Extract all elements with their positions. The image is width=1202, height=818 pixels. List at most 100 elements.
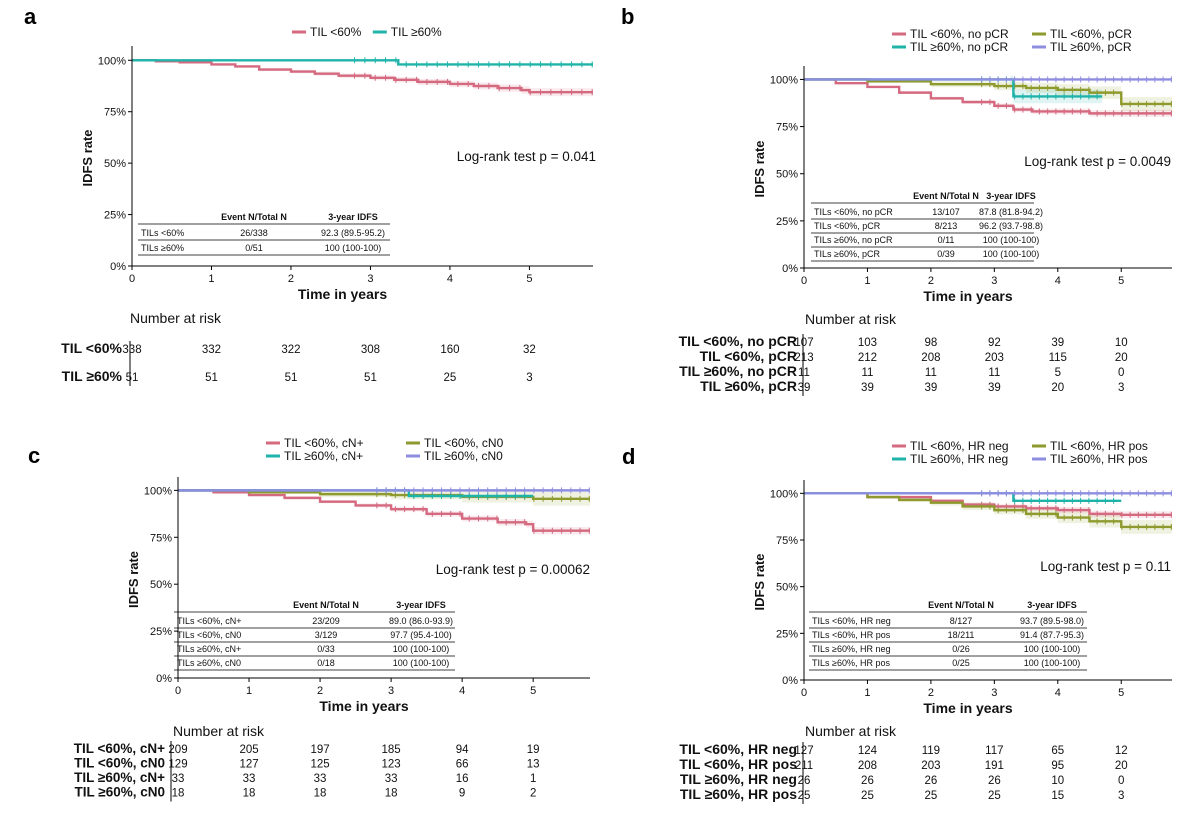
risk-row-label-c: TIL <60%, cN+ bbox=[74, 741, 165, 756]
table-header-b: 3-year IDFS bbox=[986, 191, 1036, 201]
y-tick-label-d: 25% bbox=[776, 628, 798, 640]
x-tick-label-d: 1 bbox=[864, 687, 870, 699]
risk-count-b: 92 bbox=[988, 337, 1001, 349]
panel-letter-c: c bbox=[28, 443, 40, 468]
risk-count-c: 66 bbox=[456, 759, 469, 771]
x-tick-label-a: 1 bbox=[208, 273, 214, 285]
km-curve-c-1 bbox=[178, 489, 590, 501]
risk-row-label-b: TIL ≥60%, pCR bbox=[700, 378, 797, 394]
risk-count-d: 117 bbox=[985, 745, 1003, 757]
risk-row-label-b: TIL ≥60%, no pCR bbox=[679, 363, 797, 379]
legend-label-c: TIL <60%, cN+ bbox=[284, 436, 364, 450]
table-cell-b: TILs <60%, no pCR bbox=[814, 207, 893, 217]
panel-letter-d: d bbox=[622, 444, 635, 469]
risk-count-b: 212 bbox=[858, 352, 877, 364]
legend-label-b: TIL <60%, pCR bbox=[1050, 27, 1132, 41]
risk-count-d: 25 bbox=[861, 790, 874, 802]
table-cell-d: 0/25 bbox=[952, 658, 970, 668]
risk-count-d: 127 bbox=[794, 745, 813, 757]
risk-count-d: 12 bbox=[1115, 745, 1128, 757]
risk-count-d: 25 bbox=[988, 790, 1001, 802]
km-curve-d-0 bbox=[804, 492, 1172, 516]
x-tick-label-a: 3 bbox=[367, 273, 373, 285]
risk-count-a: 322 bbox=[281, 344, 300, 356]
x-tick-label-a: 2 bbox=[288, 273, 294, 285]
risk-title-b: Number at risk bbox=[805, 311, 897, 327]
risk-title-d: Number at risk bbox=[805, 723, 897, 739]
risk-count-b: 20 bbox=[1115, 352, 1128, 364]
risk-count-b: 0 bbox=[1118, 367, 1124, 379]
ci-band-c-1 bbox=[178, 490, 590, 507]
risk-row-label-b: TIL <60%, no pCR bbox=[679, 333, 797, 349]
risk-count-d: 3 bbox=[1118, 790, 1124, 802]
risk-count-b: 103 bbox=[858, 337, 877, 349]
table-cell-a: 100 (100-100) bbox=[325, 243, 382, 253]
risk-count-a: 51 bbox=[126, 372, 139, 384]
risk-count-d: 208 bbox=[858, 760, 877, 772]
table-cell-c: 3/129 bbox=[315, 630, 338, 640]
y-tick-label-d: 75% bbox=[776, 535, 798, 547]
risk-count-d: 26 bbox=[988, 775, 1001, 787]
table-cell-c: TILs <60%, cN+ bbox=[177, 616, 242, 626]
table-cell-c: TILs ≥60%, cN+ bbox=[177, 644, 241, 654]
risk-count-d: 15 bbox=[1051, 790, 1064, 802]
risk-count-a: 332 bbox=[202, 344, 221, 356]
table-cell-d: 93.7 (89.5-98.0) bbox=[1020, 616, 1084, 626]
risk-count-c: 19 bbox=[527, 744, 540, 756]
risk-count-a: 25 bbox=[444, 372, 457, 384]
risk-count-a: 3 bbox=[526, 372, 532, 384]
risk-count-b: 39 bbox=[988, 382, 1001, 394]
risk-count-c: 209 bbox=[168, 744, 187, 756]
table-cell-b: TILs ≥60%, no pCR bbox=[814, 235, 893, 245]
risk-count-c: 127 bbox=[239, 759, 258, 771]
risk-count-b: 39 bbox=[1051, 337, 1064, 349]
risk-count-d: 95 bbox=[1051, 760, 1064, 772]
table-cell-d: TILs <60%, HR neg bbox=[812, 616, 891, 626]
risk-count-b: 203 bbox=[985, 352, 1004, 364]
risk-count-d: 119 bbox=[922, 745, 940, 757]
legend-label-d: TIL <60%, HR neg bbox=[910, 439, 1009, 453]
y-axis-title-d: IDFS rate bbox=[752, 553, 767, 610]
y-tick-label-a: 0% bbox=[110, 261, 126, 273]
risk-row-label-c: TIL ≥60%, cN0 bbox=[75, 785, 165, 800]
risk-count-b: 11 bbox=[861, 367, 873, 379]
logrank-text-b: Log-rank test p = 0.0049 bbox=[1024, 154, 1171, 169]
y-tick-label-b: 0% bbox=[782, 263, 798, 275]
risk-count-b: 39 bbox=[924, 382, 937, 394]
table-cell-b: 96.2 (93.7-98.8) bbox=[979, 221, 1043, 231]
x-tick-label-d: 5 bbox=[1118, 687, 1124, 699]
table-cell-c: 97.7 (95.4-100) bbox=[390, 630, 452, 640]
risk-count-b: 3 bbox=[1118, 382, 1124, 394]
panel-letter-a: a bbox=[24, 4, 37, 29]
table-cell-b: 0/39 bbox=[937, 249, 955, 259]
risk-row-label-c: TIL ≥60%, cN+ bbox=[74, 770, 165, 785]
y-tick-label-d: 50% bbox=[776, 582, 798, 594]
risk-count-b: 11 bbox=[988, 367, 1000, 379]
risk-count-b: 11 bbox=[798, 367, 810, 379]
ci-band-b-2 bbox=[804, 75, 1103, 106]
risk-count-c: 129 bbox=[168, 759, 187, 771]
risk-count-c: 33 bbox=[314, 773, 327, 785]
table-header-d: 3-year IDFS bbox=[1027, 600, 1077, 610]
table-cell-a: 92.3 (89.5-95.2) bbox=[321, 228, 385, 238]
table-cell-d: TILs ≥60%, HR pos bbox=[812, 658, 890, 668]
table-cell-c: 0/33 bbox=[317, 644, 335, 654]
risk-count-c: 9 bbox=[459, 788, 465, 800]
x-tick-label-d: 4 bbox=[1055, 687, 1061, 699]
x-tick-label-b: 1 bbox=[864, 275, 870, 287]
logrank-text-d: Log-rank test p = 0.11 bbox=[1040, 559, 1171, 574]
table-cell-a: 26/338 bbox=[240, 228, 268, 238]
y-tick-label-b: 50% bbox=[776, 169, 798, 181]
risk-count-d: 20 bbox=[1115, 760, 1128, 772]
logrank-text-a: Log-rank test p = 0.041 bbox=[457, 149, 596, 164]
table-cell-b: 0/11 bbox=[938, 235, 955, 245]
ci-band-b-1 bbox=[804, 79, 1172, 112]
table-cell-c: TILs <60%, cN0 bbox=[177, 630, 241, 640]
risk-count-c: 33 bbox=[172, 773, 185, 785]
table-cell-b: 13/107 bbox=[932, 207, 960, 217]
y-axis-title-a: IDFS rate bbox=[80, 129, 95, 186]
table-cell-b: TILs ≥60%, pCR bbox=[814, 249, 880, 259]
y-tick-label-a: 25% bbox=[104, 210, 126, 222]
risk-count-c: 16 bbox=[456, 773, 469, 785]
y-tick-label-c: 0% bbox=[156, 673, 172, 685]
